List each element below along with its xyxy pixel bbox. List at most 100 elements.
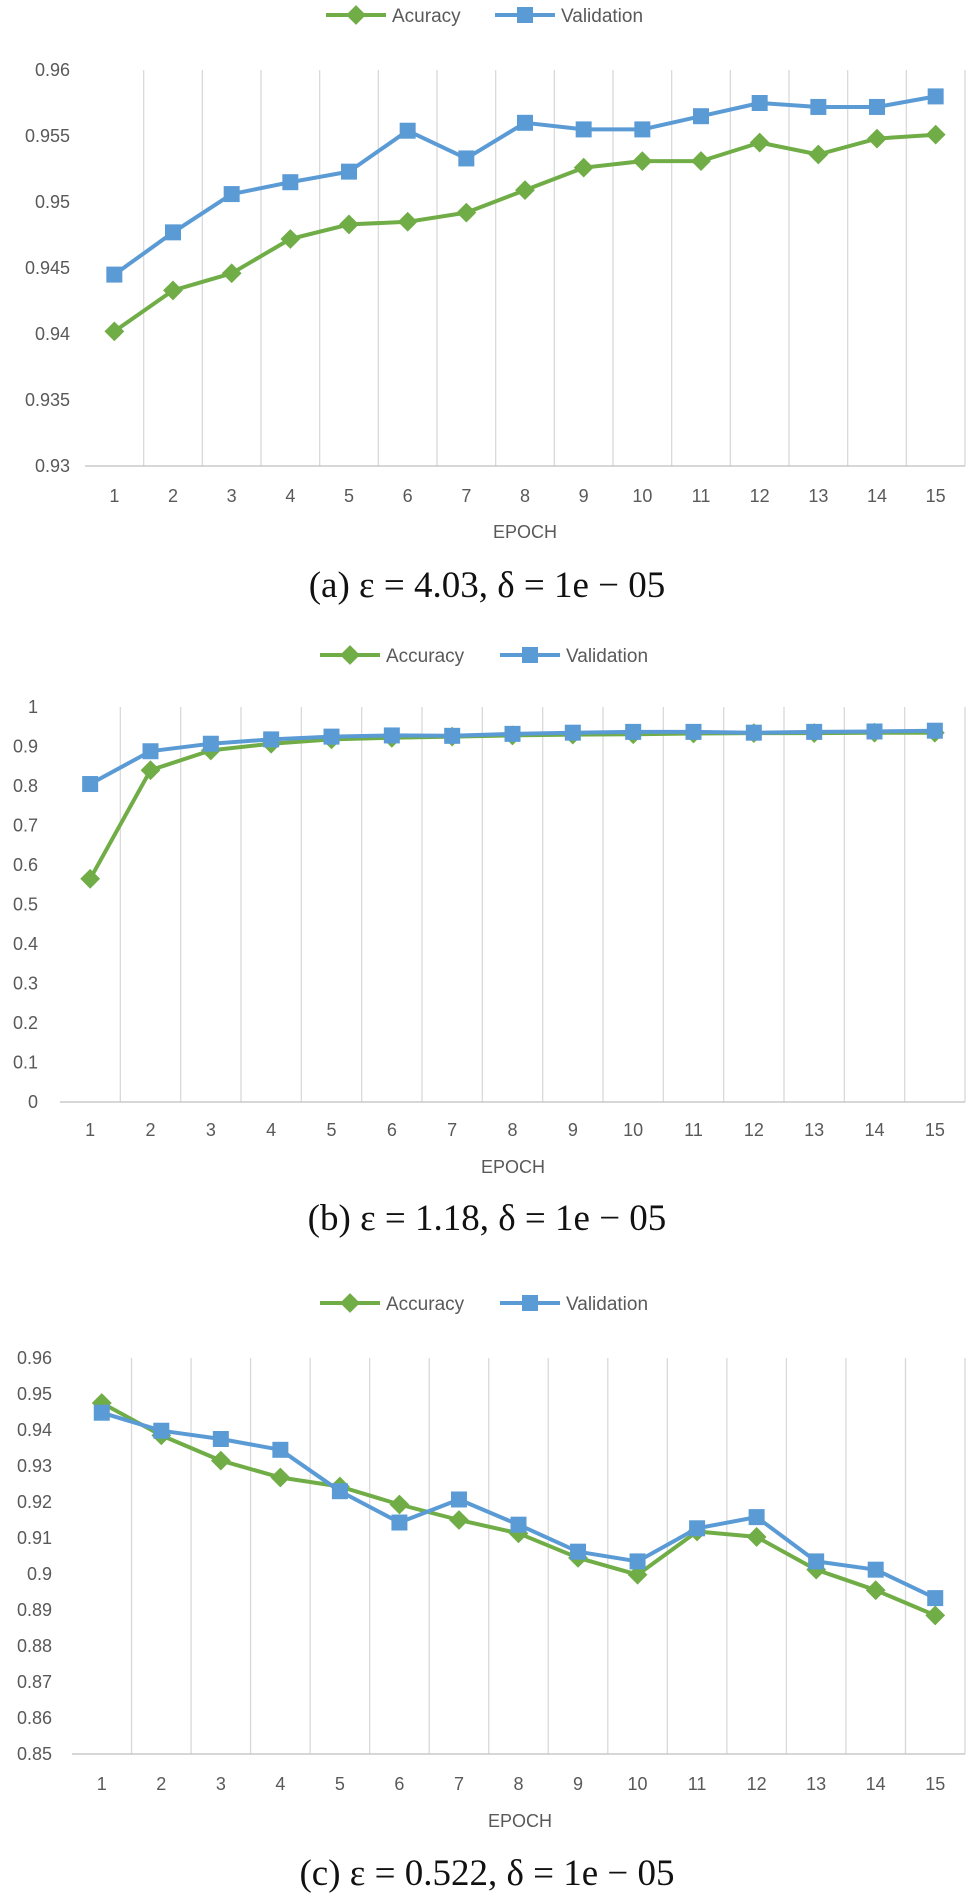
- data-point-validation: [685, 723, 702, 740]
- data-point-accuracy: [865, 1580, 886, 1601]
- data-point-validation: [82, 776, 99, 793]
- data-point-validation: [745, 724, 762, 741]
- x-tick-label: 4: [285, 486, 295, 506]
- data-point-validation: [926, 722, 943, 739]
- data-point-validation: [202, 735, 219, 752]
- legend-accuracy-marker: [340, 645, 360, 665]
- y-tick-label: 0.9: [27, 1564, 52, 1584]
- y-tick-label: 0.4: [13, 934, 38, 954]
- y-tick-label: 0.92: [17, 1492, 52, 1512]
- data-point-validation: [634, 121, 651, 138]
- x-tick-label: 8: [520, 486, 530, 506]
- x-tick-label: 10: [632, 486, 652, 506]
- data-point-validation: [391, 1514, 408, 1531]
- y-tick-label: 0.93: [35, 456, 70, 476]
- x-tick-label: 14: [867, 486, 887, 506]
- x-tick-label: 13: [808, 486, 828, 506]
- data-point-validation: [444, 727, 461, 744]
- x-tick-label: 5: [335, 1774, 345, 1794]
- y-tick-label: 0.945: [25, 258, 70, 278]
- legend: Acuracy Validation: [326, 5, 643, 27]
- legend-validation-marker: [517, 7, 533, 23]
- data-point-validation: [341, 163, 357, 180]
- data-point-validation: [383, 727, 400, 744]
- data-point-accuracy: [632, 151, 653, 172]
- chart-c: Accuracy Validation 0.85 0.86 0.87 0.88 0.89…: [17, 1293, 966, 1894]
- legend-validation-marker: [522, 647, 538, 663]
- data-point-accuracy: [210, 1450, 231, 1471]
- legend-accuracy-label: Accuracy: [386, 646, 465, 667]
- data-point-validation: [751, 95, 768, 111]
- y-tick-label: 0.87: [17, 1672, 52, 1692]
- x-tick-label: 3: [227, 486, 237, 506]
- legend-validation-label: Validation: [566, 646, 648, 667]
- legend-validation-marker: [522, 1295, 538, 1311]
- plot-area: 0.85 0.86 0.87 0.88 0.89 0.9 0.91 0.92 0.93 0.94 0…: [17, 1348, 966, 1794]
- x-tick-label: 11: [688, 1774, 707, 1794]
- y-tick-label: 0.5: [13, 895, 38, 915]
- data-point-accuracy: [270, 1467, 291, 1488]
- data-point-validation: [153, 1422, 170, 1439]
- data-point-validation: [212, 1431, 229, 1447]
- x-tick-label: 3: [206, 1120, 216, 1140]
- x-tick-label: 12: [747, 1774, 767, 1794]
- x-tick-label: 6: [403, 486, 413, 506]
- data-point-accuracy: [456, 202, 477, 223]
- y-tick-label: 0.85: [17, 1744, 52, 1764]
- data-point-validation: [869, 98, 885, 115]
- data-point-validation: [808, 1553, 825, 1570]
- data-point-validation: [399, 122, 416, 139]
- data-point-validation: [142, 743, 159, 760]
- data-point-validation: [282, 174, 299, 191]
- legend-validation-label: Validation: [561, 6, 643, 27]
- data-point-validation: [263, 731, 280, 748]
- x-tick-label: 1: [97, 1774, 107, 1794]
- y-tick-label: 0.935: [25, 390, 70, 410]
- y-tick-label: 0.96: [35, 60, 70, 80]
- legend: Accuracy Validation: [320, 645, 648, 667]
- legend: Accuracy Validation: [320, 1293, 648, 1315]
- data-point-validation: [927, 1590, 944, 1607]
- data-point-validation: [748, 1509, 765, 1526]
- x-axis-title: EPOCH: [493, 522, 557, 542]
- data-point-accuracy: [280, 229, 301, 249]
- data-point-validation: [810, 98, 827, 115]
- x-tick-label: 12: [750, 486, 770, 506]
- x-tick-label: 13: [806, 1774, 826, 1794]
- x-tick-label: 1: [109, 486, 119, 506]
- legend-accuracy-label: Acuracy: [392, 6, 461, 27]
- x-tick-label: 3: [216, 1774, 226, 1794]
- x-tick-label: 6: [394, 1774, 404, 1794]
- x-tick-label: 9: [573, 1774, 583, 1794]
- data-point-validation: [450, 1491, 467, 1508]
- data-point-accuracy: [140, 760, 161, 781]
- series-line-accuracy: [113, 132, 936, 334]
- x-tick-label: 14: [864, 1120, 884, 1140]
- x-tick-label: 4: [266, 1120, 276, 1140]
- data-point-validation: [689, 1520, 706, 1537]
- y-tick-label: 0.86: [17, 1708, 52, 1728]
- x-tick-label: 2: [145, 1120, 155, 1140]
- x-tick-label: 4: [275, 1774, 285, 1794]
- y-tick-label: 0.9: [13, 737, 38, 757]
- data-point-validation: [517, 114, 533, 131]
- x-tick-label: 9: [579, 486, 589, 506]
- data-point-accuracy: [749, 132, 770, 153]
- y-tick-label: 1: [28, 697, 38, 717]
- x-tick-label: 14: [866, 1774, 886, 1794]
- data-point-validation: [570, 1543, 587, 1560]
- data-point-validation: [510, 1516, 527, 1533]
- caption: (c) ε = 0.522, δ = 1e − 05: [299, 1853, 674, 1894]
- x-tick-label: 7: [461, 486, 471, 506]
- data-point-accuracy: [221, 263, 242, 284]
- data-point-validation: [564, 724, 581, 741]
- legend-accuracy-marker: [340, 1293, 360, 1313]
- legend-validation-label: Validation: [566, 1294, 648, 1315]
- x-tick-label: 1: [85, 1120, 95, 1140]
- series-line-accuracy: [88, 730, 935, 880]
- x-tick-label: 7: [454, 1774, 464, 1794]
- data-point-validation: [323, 728, 340, 745]
- y-tick-label: 0.89: [17, 1600, 52, 1620]
- caption: (a) ε = 4.03, δ = 1e − 05: [309, 565, 666, 606]
- y-tick-label: 0.7: [13, 816, 38, 836]
